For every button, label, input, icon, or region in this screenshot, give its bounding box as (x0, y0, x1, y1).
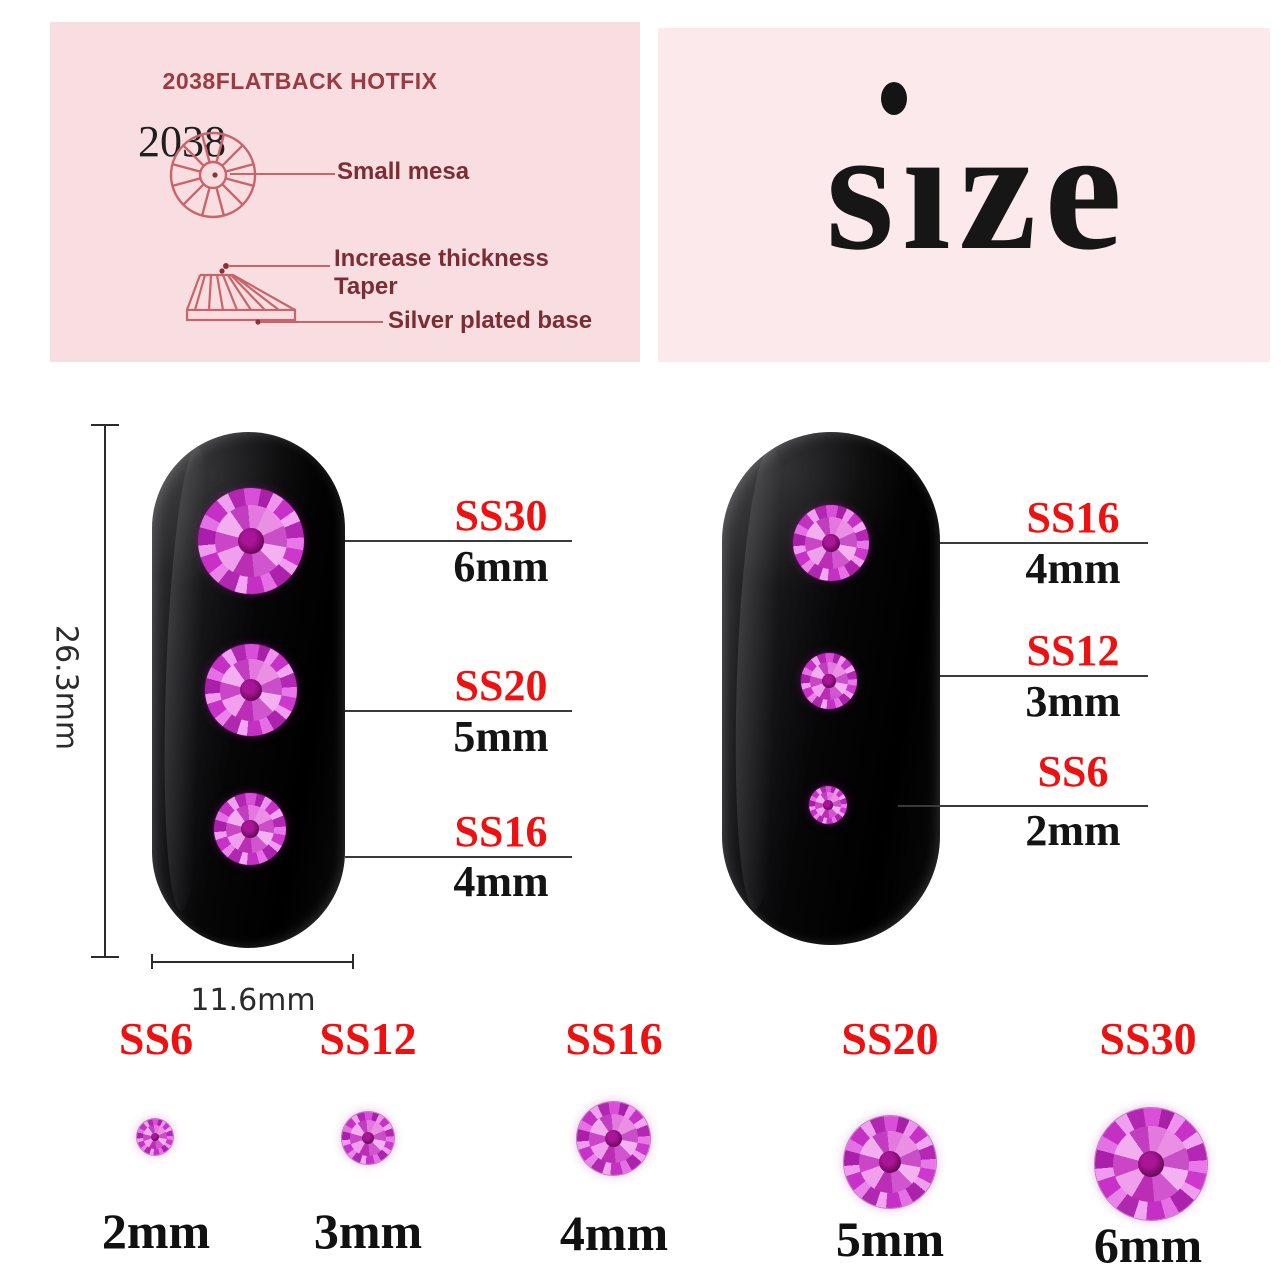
mm-size-label: 2mm (1025, 806, 1121, 855)
rhinestone-gem-ss16 (214, 793, 286, 865)
callout-line (345, 540, 572, 542)
callout-line (940, 542, 1148, 544)
i-dot-icon (881, 82, 907, 115)
ss-size-label: SS12 (1026, 626, 1120, 675)
model-number: 2038 (138, 117, 226, 166)
callout-label-taper: Taper (334, 273, 398, 300)
callout-label-small-mesa: Small mesa (337, 158, 470, 185)
callout-line (345, 710, 572, 712)
chart-ss-label: SS6 (118, 1013, 194, 1064)
size-panel (658, 28, 1270, 362)
mm-size-label: 3mm (1025, 677, 1121, 726)
chart-mm-label: 4mm (559, 1205, 669, 1261)
width-dimension-line (152, 961, 353, 963)
ss-size-label: SS20 (454, 661, 548, 710)
rhinestone-gem-5mm (844, 1116, 936, 1208)
rhinestone-gem-ss20 (205, 644, 297, 736)
chart-mm-label: 6mm (1093, 1217, 1203, 1273)
callout-line (940, 675, 1148, 677)
rhinestone-gem-ss6 (809, 786, 847, 824)
ss-size-label: SS30 (454, 491, 548, 540)
chart-ss-label: SS30 (1099, 1013, 1197, 1064)
nail-length-label: 26.3mm (48, 624, 84, 751)
size-heading-i-stem: ı (902, 92, 959, 286)
callout-label-increase-thickness: Increase thickness (334, 245, 549, 272)
chart-ss-label: SS16 (565, 1013, 663, 1064)
length-dimension-top-tick (91, 424, 119, 426)
nail-width-label: 11.6mm (190, 983, 316, 1018)
size-heading: sıze (778, 102, 1178, 277)
rhinestone-gem-4mm (577, 1102, 650, 1175)
spec-panel-title: 2038FLATBACK HOTFIX (162, 68, 438, 94)
callout-line-small-mesa (230, 173, 335, 175)
width-dimension-left-tick (151, 954, 153, 969)
rhinestone-gem-ss16 (793, 505, 869, 581)
ss-size-label: SS6 (1037, 747, 1109, 796)
mm-size-label: 4mm (453, 857, 549, 906)
rhinestone-gem-ss12 (801, 653, 857, 709)
size-heading-ze: ze (958, 92, 1131, 286)
callout-line (898, 805, 1148, 807)
rhinestone-side-view-diagram (185, 268, 297, 325)
anchor-dot-icon (223, 263, 229, 269)
chart-ss-label: SS20 (841, 1013, 939, 1064)
chart-mm-label: 5mm (835, 1211, 945, 1267)
size-heading-s: s (825, 92, 903, 286)
callout-line (345, 856, 572, 858)
ss-size-label: SS16 (454, 807, 548, 856)
mm-size-label: 6mm (453, 542, 549, 591)
spec-panel: 2038FLATBACK HOTFIX 2038 (50, 22, 640, 362)
rhinestone-gem-ss30 (198, 488, 304, 594)
mm-size-label: 4mm (1025, 544, 1121, 593)
chart-mm-label: 3mm (313, 1203, 423, 1259)
rhinestone-top-view-diagram (169, 131, 257, 219)
chart-mm-label: 2mm (101, 1203, 211, 1259)
chart-ss-label: SS12 (319, 1013, 417, 1064)
callout-line-silver-base (260, 321, 383, 323)
rhinestone-gem-6mm (1095, 1108, 1207, 1220)
mm-size-label: 5mm (453, 712, 549, 761)
rhinestone-gem-3mm (342, 1112, 394, 1164)
length-dimension-bottom-tick (91, 956, 119, 958)
callout-line-increase-thickness (228, 265, 330, 267)
ss-size-label: SS16 (1026, 493, 1120, 542)
rhinestone-gem-2mm (137, 1119, 173, 1155)
width-dimension-right-tick (352, 954, 354, 969)
length-dimension-line (104, 425, 106, 958)
callout-label-silver-base: Silver plated base (388, 307, 593, 334)
